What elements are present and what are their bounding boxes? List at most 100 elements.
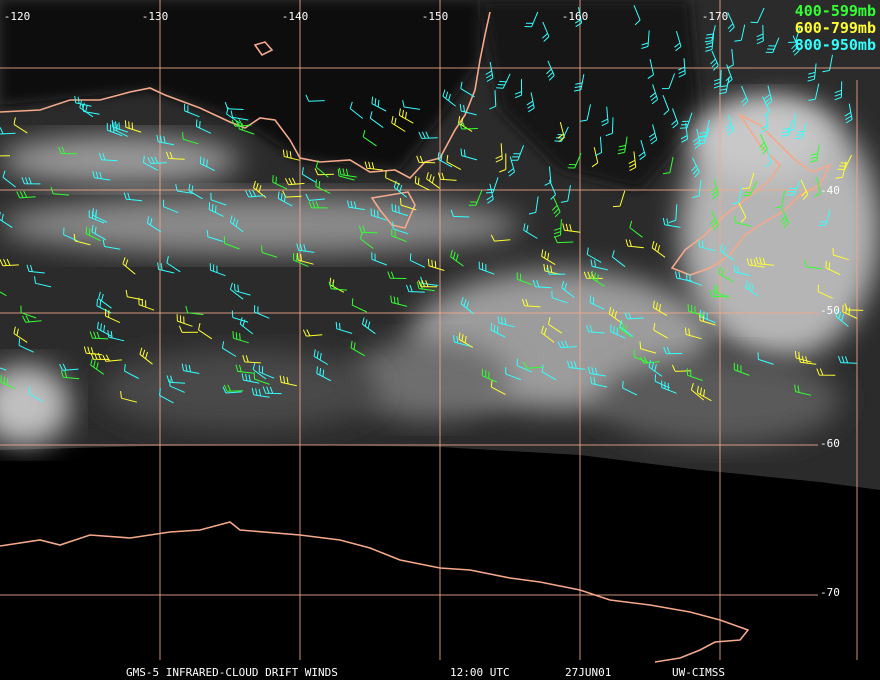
wind-barb — [544, 166, 552, 186]
wind-barb — [733, 362, 750, 376]
wind-barb — [104, 308, 121, 324]
wind-barb — [562, 223, 581, 233]
wind-barb — [633, 350, 650, 364]
wind-barb — [734, 24, 746, 42]
wind-barb — [553, 219, 562, 238]
wind-barb — [505, 367, 522, 381]
wind-barb — [807, 63, 817, 82]
wind-barb — [16, 190, 36, 199]
wind-barb — [542, 21, 550, 42]
wind-barb — [710, 210, 719, 231]
wind-barb — [696, 385, 712, 402]
wind-barb — [561, 280, 575, 298]
wind-barb — [710, 178, 719, 200]
wind-barb — [697, 127, 710, 145]
wind-barb — [641, 30, 650, 49]
wind-barb — [182, 132, 199, 145]
wind-barb — [742, 181, 758, 197]
wind-barb — [22, 315, 42, 323]
wind-barb — [468, 190, 483, 206]
wind-barb — [346, 200, 365, 211]
wind-barb — [0, 258, 19, 267]
wind-barb — [817, 284, 833, 299]
wind-barb — [541, 364, 557, 381]
wind-barb — [254, 305, 270, 319]
wind-barb — [245, 189, 265, 198]
wind-barb — [460, 297, 475, 315]
wind-barb — [567, 153, 582, 169]
wind-barb — [742, 172, 755, 190]
wind-barb — [258, 365, 275, 379]
wind-barb — [725, 114, 735, 136]
wind-barb — [798, 355, 817, 365]
wind-barb — [587, 366, 606, 377]
wind-barb — [364, 161, 383, 171]
wind-barb — [580, 104, 591, 122]
wind-barb — [178, 325, 199, 333]
wind-barb — [262, 386, 282, 395]
wind-barb — [92, 170, 111, 181]
wind-barb — [611, 250, 626, 268]
wind-barb — [391, 228, 407, 243]
wind-barb — [551, 196, 561, 218]
wind-barb — [590, 259, 608, 271]
wind-barb — [719, 76, 730, 95]
wind-barb — [692, 179, 702, 199]
wind-barb — [0, 155, 11, 157]
wind-barb — [442, 89, 456, 107]
wind-barb — [516, 272, 533, 286]
wind-barb — [120, 391, 138, 403]
wind-barb — [804, 259, 823, 270]
wind-barb — [242, 355, 261, 364]
wind-barb — [335, 321, 353, 334]
wind-barb — [762, 96, 770, 117]
wind-barb — [541, 325, 555, 343]
wind-barb — [560, 185, 571, 203]
wind-barb — [239, 317, 254, 335]
wind-barb — [497, 316, 515, 328]
wind-barb — [0, 211, 13, 229]
wind-barb — [0, 291, 7, 297]
wind-barb — [649, 84, 659, 105]
wind-barb — [420, 276, 439, 286]
legend-entry: 600-799mb — [795, 19, 876, 37]
wind-barb — [450, 209, 470, 218]
wind-barb — [686, 368, 703, 381]
wind-barb — [674, 30, 682, 52]
wind-barb — [351, 298, 368, 313]
wind-barb — [590, 376, 608, 388]
wind-barb — [746, 258, 765, 268]
latitude-labels: -40 -50 -60 -70 — [820, 184, 840, 599]
wind-barb — [391, 116, 406, 132]
wind-barb — [98, 152, 118, 162]
legend-entry: 400-599mb — [795, 2, 876, 20]
wind-barb — [523, 361, 543, 369]
wind-barb — [528, 196, 539, 215]
wind-barb — [704, 25, 716, 43]
wind-barb — [775, 190, 785, 209]
wind-barb — [690, 383, 705, 401]
wind-barb — [282, 149, 300, 161]
latitude-label: -50 — [820, 304, 840, 317]
wind-barb — [176, 314, 193, 327]
wind-barb — [156, 134, 174, 146]
wind-barb — [490, 322, 506, 338]
wind-barb — [794, 384, 812, 396]
wind-barb — [73, 233, 91, 246]
wind-barb — [662, 95, 670, 116]
wind-barb — [427, 258, 445, 271]
wind-barb — [362, 129, 377, 147]
wind-barb — [814, 177, 821, 198]
wind-barb — [521, 298, 541, 308]
wind-barb — [28, 386, 43, 402]
wind-barb — [490, 234, 511, 242]
wind-barb — [188, 183, 203, 200]
wind-barb — [764, 147, 772, 168]
wind-barb — [605, 117, 614, 137]
footer-product: GMS-5 INFRARED-CLOUD DRIFT WINDS — [126, 666, 338, 679]
wind-barb — [406, 284, 425, 293]
wind-barb — [409, 253, 426, 268]
wind-barb — [745, 280, 760, 298]
wind-barb — [252, 362, 267, 380]
wind-barb — [713, 69, 722, 89]
